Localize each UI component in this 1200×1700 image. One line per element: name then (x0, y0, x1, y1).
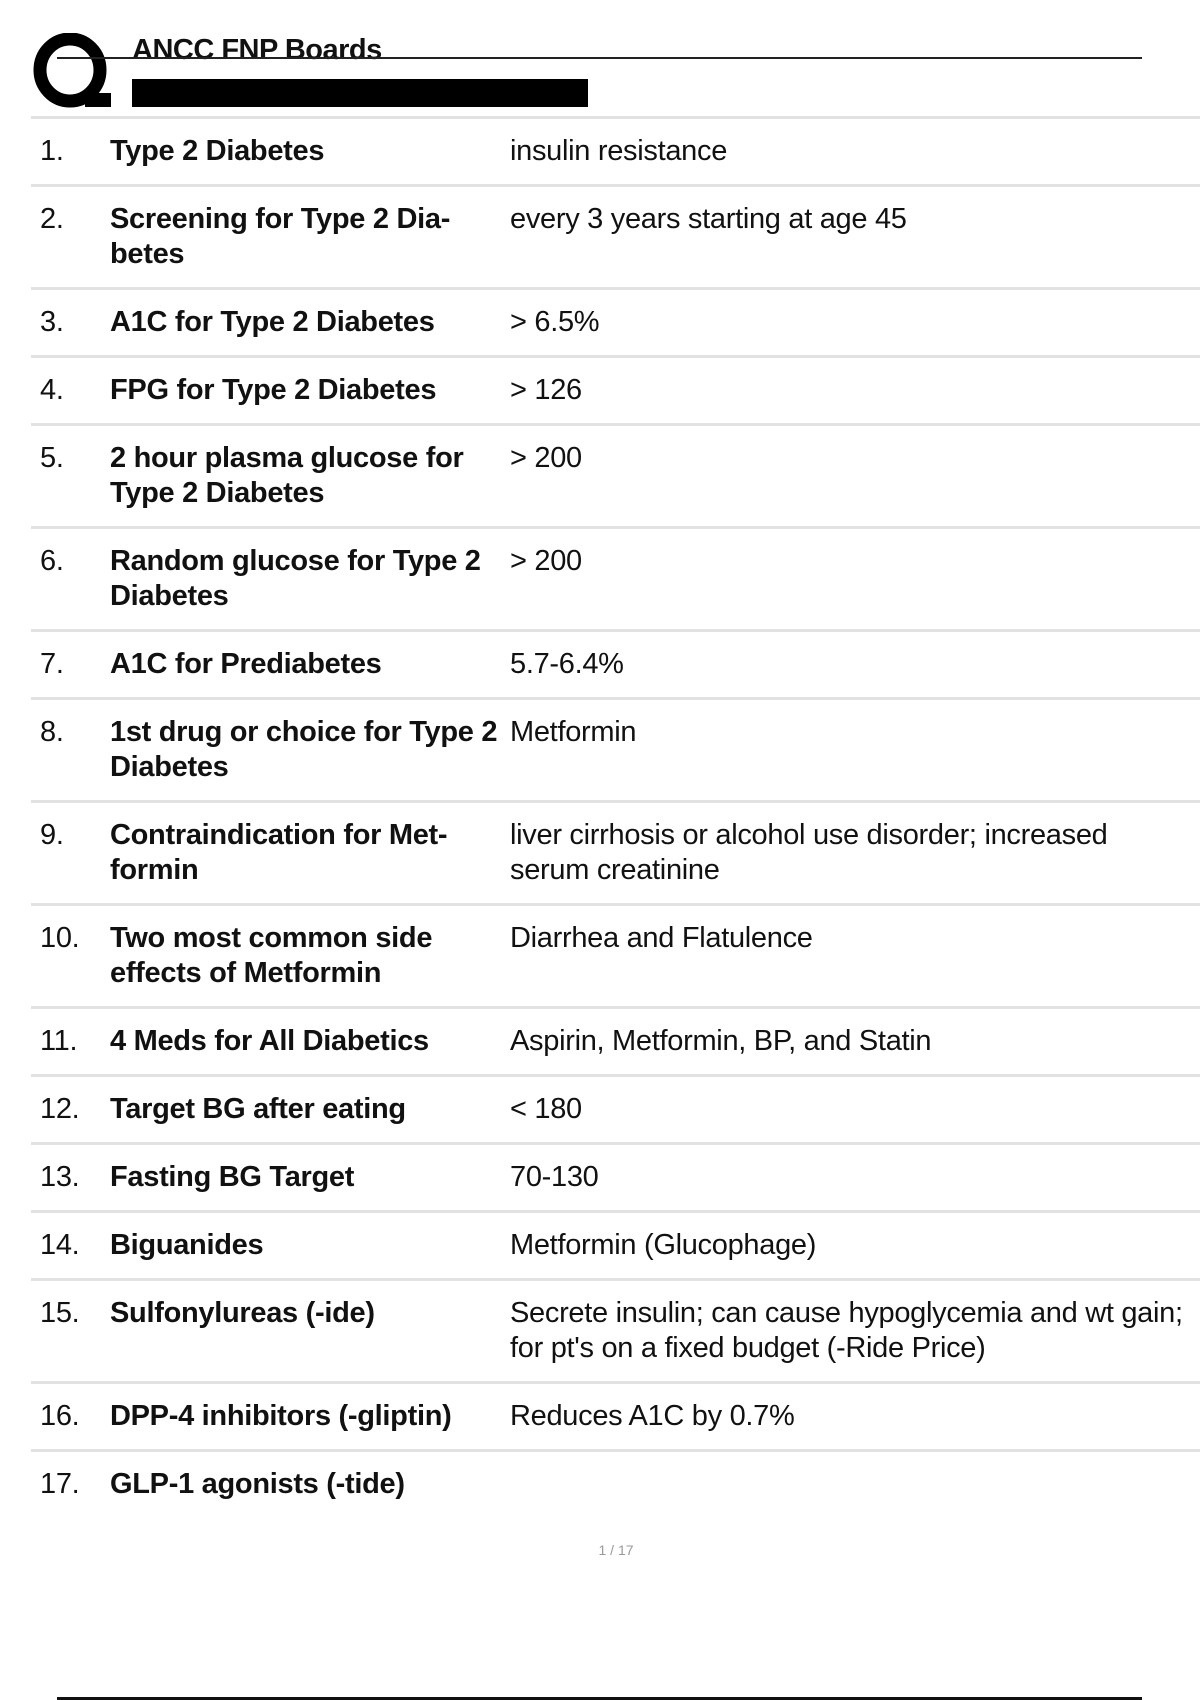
definition: > 200 (510, 442, 582, 474)
table-row: 13. Fasting BG Target 70-130 (31, 1142, 1200, 1210)
row-number: 10. (40, 922, 80, 954)
row-number: 5. (40, 442, 64, 474)
row-number: 8. (40, 716, 64, 748)
term: Biguanides (110, 1229, 264, 1261)
row-number: 17. (40, 1468, 80, 1500)
definition: > 200 (510, 545, 582, 577)
table-row: 17. GLP-1 agonists (-tide) (31, 1449, 1200, 1517)
term: Two most common side effects of Metformi… (110, 922, 433, 989)
row-number: 2. (40, 203, 64, 235)
table-row: 14. Biguanides Metformin (Glucophage) (31, 1210, 1200, 1278)
row-number: 11. (40, 1025, 78, 1057)
definition: Aspirin, Metformin, BP, and Statin (510, 1025, 932, 1057)
footer-divider (57, 1697, 1142, 1700)
definition: 70-130 (510, 1161, 599, 1193)
table-row: 5. 2 hour plasma glucose for Type 2 Diabe… (31, 423, 1200, 526)
definition: insulin resistance (510, 135, 728, 167)
table-row: 7. A1C for Prediabetes 5.7-6.4% (31, 629, 1200, 697)
term: 1st drug or choice for Type 2 Diabetes (110, 716, 498, 783)
term: Screening for Type 2 Dia­betes (110, 203, 451, 270)
definition: Metformin (Glucophage) (510, 1229, 817, 1261)
row-number: 15. (40, 1297, 80, 1329)
definition: 5.7-6.4% (510, 648, 624, 680)
term: Type 2 Diabetes (110, 135, 325, 167)
definition: Reduces A1C by 0.7% (510, 1400, 795, 1432)
definition: > 6.5% (510, 306, 600, 338)
row-number: 6. (40, 545, 64, 577)
definition: Metformin (510, 716, 637, 748)
table-row: 16. DPP-4 inhibitors (-gliptin) Reduces A1… (31, 1381, 1200, 1449)
row-number: 1. (40, 135, 64, 167)
logo-q-icon (33, 33, 111, 108)
definition: liver cirrhosis or alcohol use disorder;… (510, 819, 1108, 886)
term: 2 hour plasma glucose for Type 2 Diabete… (110, 442, 464, 509)
term: Fasting BG Target (110, 1161, 355, 1193)
row-number: 12. (40, 1093, 80, 1125)
flashcard-table: 1. Type 2 Diabetes insulin resistance 2. Scr… (31, 116, 1200, 1517)
definition: every 3 years starting at age 45 (510, 203, 907, 235)
term: A1C for Prediabetes (110, 648, 382, 680)
term: FPG for Type 2 Diabetes (110, 374, 437, 406)
row-number: 4. (40, 374, 64, 406)
row-number: 16. (40, 1400, 80, 1432)
definition: < 180 (510, 1093, 582, 1125)
term: Target BG after eating (110, 1093, 406, 1125)
table-row: 3. A1C for Type 2 Diabetes > 6.5% (31, 287, 1200, 355)
table-row: 9. Contraindication for Met­formin liver c… (31, 800, 1200, 903)
term: 4 Meds for All Diabetics (110, 1025, 429, 1057)
page-number: 1 / 17 (598, 1542, 634, 1558)
term: A1C for Type 2 Diabetes (110, 306, 435, 338)
redaction-bar (132, 79, 588, 107)
table-row: 10. Two most common side effects of Metfo… (31, 903, 1200, 1006)
definition: > 126 (510, 374, 582, 406)
table-row: 1. Type 2 Diabetes insulin resistance (31, 116, 1200, 184)
row-number: 9. (40, 819, 64, 851)
row-number: 14. (40, 1229, 80, 1261)
table-row: 8. 1st drug or choice for Type 2 Diabetes… (31, 697, 1200, 800)
row-number: 7. (40, 648, 64, 680)
definition: Diarrhea and Flatulence (510, 922, 813, 954)
table-row: 15. Sulfonylureas (-ide) Secrete insulin; … (31, 1278, 1200, 1381)
row-number: 13. (40, 1161, 80, 1193)
table-row: 6. Random glucose for Type 2 Diabetes > 20… (31, 526, 1200, 629)
definition (510, 1467, 1200, 1502)
row-number: 3. (40, 306, 64, 338)
term: Contraindication for Met­formin (110, 819, 448, 886)
table-row: 2. Screening for Type 2 Dia­betes every 3 … (31, 184, 1200, 287)
table-row: 4. FPG for Type 2 Diabetes > 126 (31, 355, 1200, 423)
term: GLP-1 agonists (-tide) (110, 1468, 405, 1500)
table-row: 11. 4 Meds for All Diabetics Aspirin, Metf… (31, 1006, 1200, 1074)
definition: Secrete insulin; can cause hypoglycemia … (510, 1297, 1183, 1364)
document-title: ANCC FNP Boards (132, 34, 382, 66)
term: Sulfonylureas (-ide) (110, 1297, 375, 1329)
table-row: 12. Target BG after eating < 180 (31, 1074, 1200, 1142)
term: Random glucose for Type 2 Diabetes (110, 545, 481, 612)
term: DPP-4 inhibitors (-gliptin) (110, 1400, 452, 1432)
header-divider (57, 57, 1142, 59)
